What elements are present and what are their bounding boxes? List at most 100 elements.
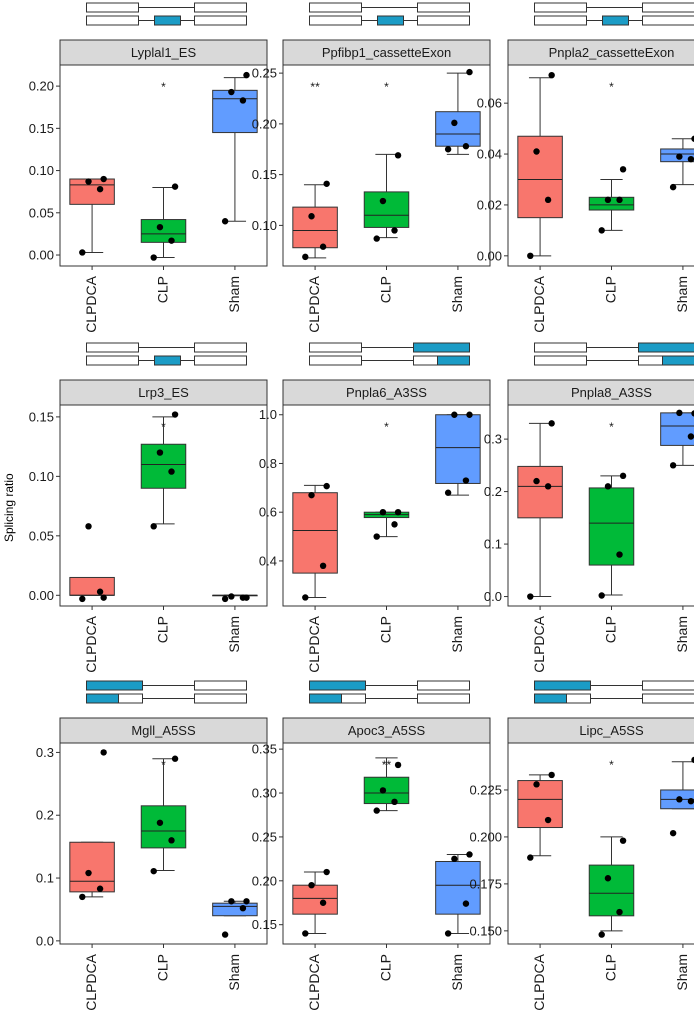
exon-box [534, 355, 587, 366]
data-point [669, 462, 677, 469]
data-point [544, 483, 552, 490]
data-point [96, 588, 104, 595]
box-sham [660, 412, 694, 446]
significance-marker: * [161, 80, 166, 94]
exon-box [118, 693, 143, 704]
data-point [451, 411, 458, 418]
data-point [243, 71, 250, 79]
data-point [394, 152, 402, 159]
exon-box [417, 693, 470, 704]
x-tick-label: CLPDCA [531, 615, 547, 672]
data-point [379, 787, 387, 794]
exon-box [417, 2, 470, 13]
data-point [394, 761, 402, 769]
facet-strip [59, 717, 268, 744]
exon-box [566, 693, 591, 704]
data-point [444, 489, 452, 496]
x-tick-label: CLP [378, 954, 394, 981]
alt-exon-box [534, 680, 591, 691]
alt-exon-box [86, 693, 119, 704]
y-tick-label: 0.10 [29, 469, 54, 484]
y-tick-label: 0.175 [469, 876, 502, 891]
data-point [669, 183, 677, 191]
panel-title: Pnpla6_A3SS [346, 385, 427, 400]
y-tick-label: 0.35 [252, 742, 277, 757]
y-tick-label: 0.00 [29, 248, 54, 263]
y-tick-label: 0.2 [484, 484, 502, 499]
x-tick-label: Sham [449, 276, 465, 313]
data-point [676, 153, 683, 160]
significance-marker: * [609, 420, 614, 434]
data-point [533, 781, 540, 788]
data-point [533, 477, 540, 485]
data-point [379, 197, 387, 205]
exon-box [309, 342, 362, 353]
data-point [687, 433, 694, 440]
data-point [323, 482, 330, 490]
box-clpdca [517, 135, 563, 219]
x-tick-label: CLPDCA [83, 615, 99, 672]
data-point [544, 196, 552, 204]
data-point [150, 867, 157, 875]
box-clpdca [292, 206, 338, 249]
box-clp [140, 805, 187, 849]
box-sham [212, 902, 258, 917]
box-clpdca [292, 492, 338, 574]
data-point [444, 146, 452, 153]
data-point [319, 243, 327, 250]
data-point [687, 798, 694, 805]
exon-box [309, 2, 362, 13]
exon-box [309, 15, 362, 26]
box-clp [140, 219, 187, 243]
data-point [302, 253, 309, 261]
data-point [691, 410, 694, 417]
data-point [96, 885, 104, 892]
y-tick-label: 0.0 [484, 589, 502, 604]
data-point [96, 185, 104, 193]
data-point [444, 930, 452, 937]
x-tick-label: Sham [674, 616, 690, 653]
y-tick-label: 0.1 [484, 537, 502, 552]
alt-exon-box [154, 355, 181, 366]
alt-exon-box [534, 693, 567, 704]
data-point [228, 593, 235, 600]
panel-title: Pnpla2_cassetteExon [549, 45, 675, 60]
exon-box [86, 2, 139, 13]
alt-exon-box [309, 680, 366, 691]
data-point [168, 237, 175, 244]
y-tick-label: 0.3 [484, 432, 502, 447]
exon-box [642, 2, 694, 13]
y-tick-label: 0.200 [469, 829, 502, 844]
panel-title: Lrp3_ES [138, 385, 189, 400]
significance-marker: * [609, 758, 614, 772]
data-point [100, 749, 107, 756]
data-point [619, 166, 627, 173]
y-tick-label: 0.8 [259, 456, 277, 471]
x-tick-label: CLPDCA [83, 953, 99, 1010]
significance-marker: * [161, 420, 166, 434]
data-point [308, 491, 315, 499]
data-point [85, 523, 92, 530]
data-point [243, 594, 250, 601]
data-point [379, 509, 387, 516]
x-tick-label: CLP [155, 954, 171, 981]
exon-box [534, 342, 587, 353]
x-tick-label: CLP [378, 276, 394, 303]
data-point [598, 592, 605, 599]
exon-box [194, 693, 247, 704]
exon-box [534, 15, 587, 26]
y-tick-label: 0.20 [252, 873, 277, 888]
data-point [598, 931, 605, 938]
facet-strip [507, 379, 694, 406]
x-tick-label: Sham [449, 616, 465, 653]
box-sham [212, 89, 258, 134]
data-point [156, 223, 164, 231]
exon-box [638, 355, 663, 366]
data-point [308, 881, 315, 889]
x-tick-label: CLPDCA [306, 275, 322, 332]
data-point [676, 409, 683, 417]
y-tick-label: 0.225 [469, 782, 502, 797]
panel-title: Ppfibp1_cassetteExon [322, 45, 451, 60]
significance-marker: ** [382, 758, 392, 772]
alt-exon-box [377, 15, 404, 26]
